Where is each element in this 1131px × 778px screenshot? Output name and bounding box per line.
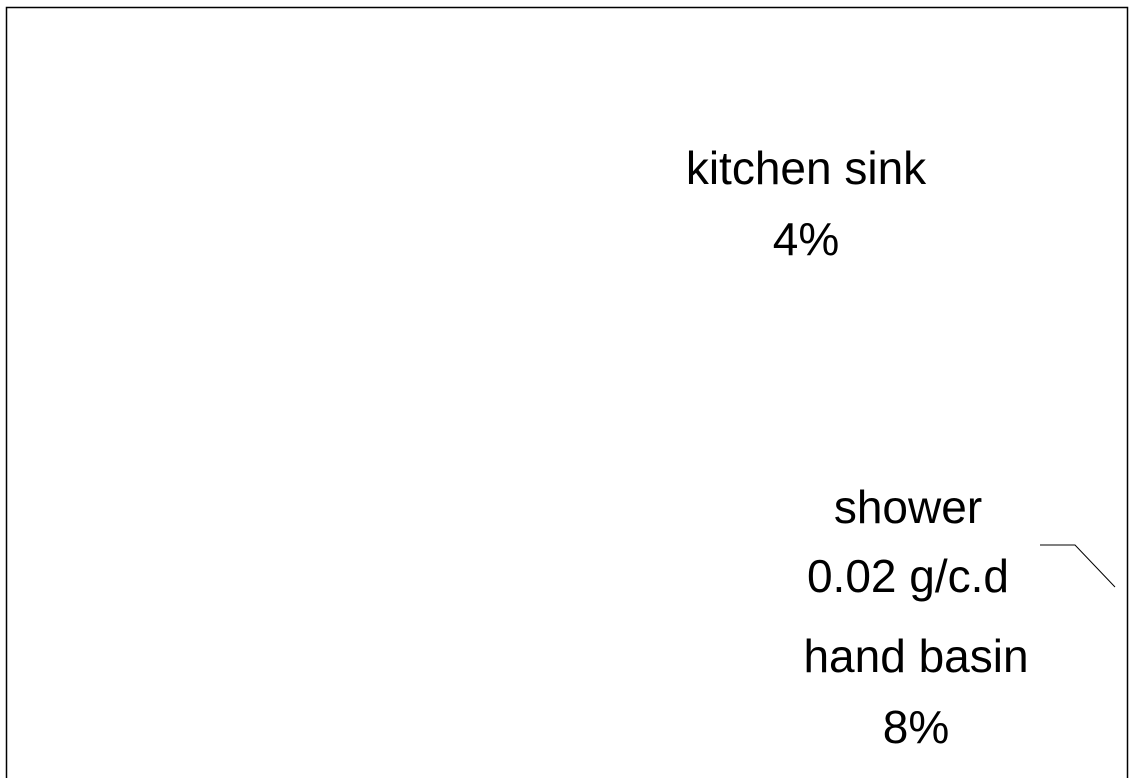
slice-value: 8% [883, 701, 949, 753]
slice-label: kitchen sink [686, 142, 927, 194]
leader-line [1040, 544, 1116, 588]
slice-value: 4% [773, 213, 839, 265]
frame [5, 6, 1129, 778]
slice-label: shower [834, 481, 982, 533]
slice-value: 0.02 g/c.d [807, 550, 1009, 602]
slice-label: hand basin [803, 630, 1028, 682]
